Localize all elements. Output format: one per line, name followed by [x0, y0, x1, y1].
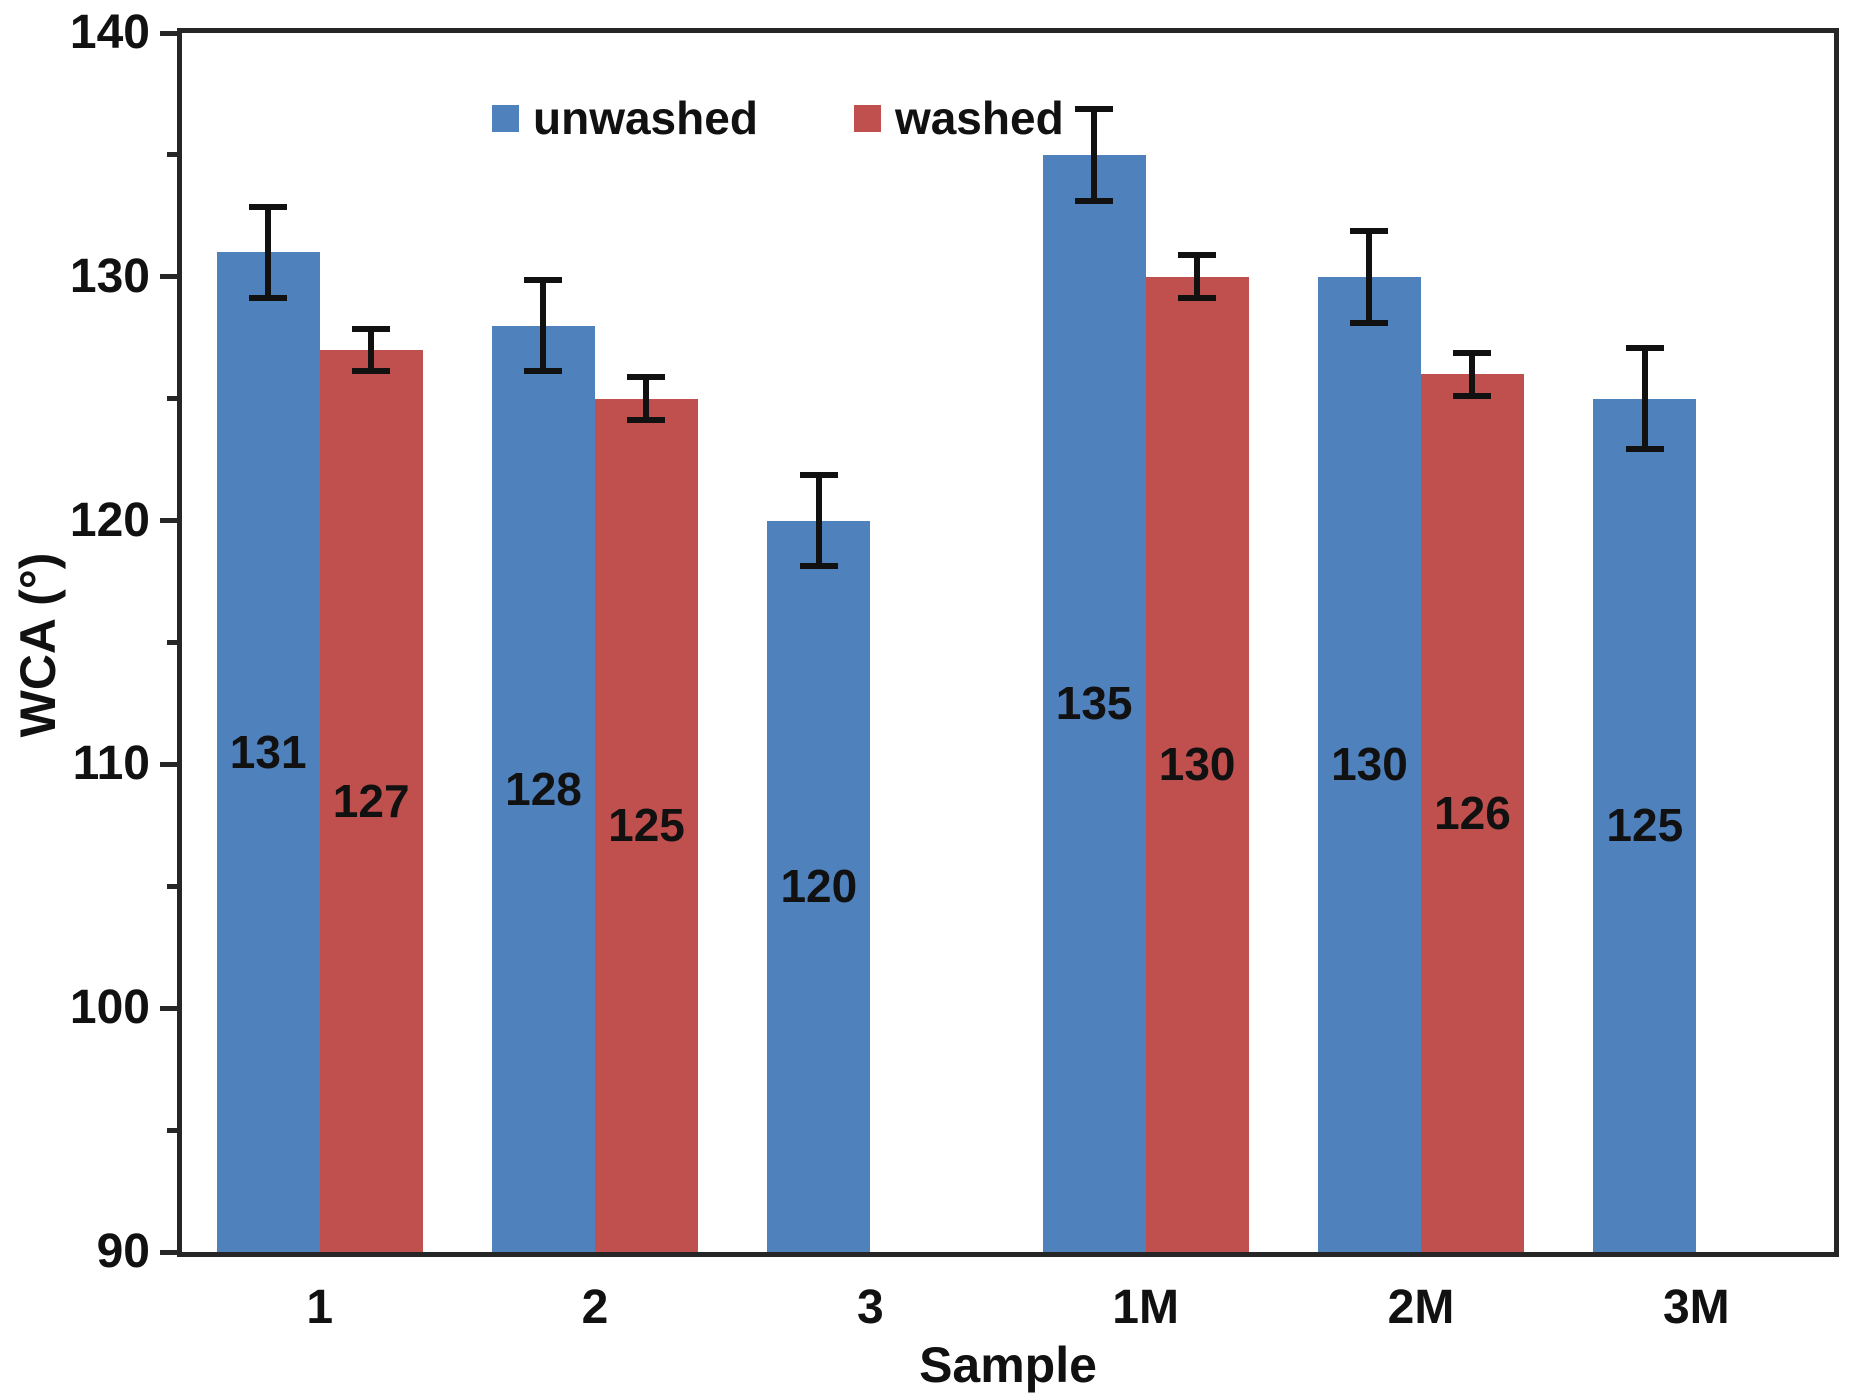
bar-slot: 135	[1042, 33, 1146, 1252]
category-group: 131 127	[182, 33, 457, 1252]
bar-pair: 120	[767, 33, 973, 1252]
bar-unwashed	[491, 325, 595, 1252]
category-group: 125	[1559, 33, 1834, 1252]
x-tick-label: 3M	[1662, 1281, 1730, 1334]
error-bar	[265, 203, 272, 302]
y-minor-tick	[167, 640, 177, 645]
bar-slot	[870, 33, 973, 1252]
bar-value-label: 120	[780, 860, 858, 913]
y-minor-tick	[167, 396, 177, 402]
y-major-tick	[160, 518, 177, 524]
bar-value-label: 130	[1331, 738, 1408, 791]
bar-washed	[1145, 276, 1249, 1252]
bar-value-label: 128	[505, 762, 582, 815]
y-tick-label: 140	[69, 6, 150, 59]
bar-slot: 131	[216, 33, 320, 1252]
y-tick-label: 90	[96, 1225, 150, 1278]
bar-value-label: 131	[229, 726, 307, 779]
y-tick-label: 120	[69, 493, 150, 547]
y-minor-tick	[167, 152, 177, 158]
bar-slot: 127	[319, 33, 423, 1252]
bar-value-label: 126	[1434, 787, 1511, 840]
y-major-tick	[160, 30, 177, 36]
x-tick-label: 2	[581, 1281, 609, 1334]
legend-swatch-unwashed	[492, 104, 519, 132]
plot-area: unwashed washed 131 127 128 125 120 135 130 130…	[70, 9, 1839, 1276]
bar-slot: 130	[1145, 33, 1249, 1252]
error-bar	[540, 276, 547, 375]
bar-pair: 128 125	[491, 33, 698, 1252]
y-major-tick	[160, 1005, 177, 1011]
category-group: 120	[733, 33, 1008, 1252]
bar-unwashed	[767, 520, 871, 1252]
y-major-tick	[160, 761, 177, 767]
bar-washed	[594, 398, 698, 1252]
error-bar	[815, 471, 822, 570]
error-bar	[1366, 228, 1373, 326]
category-group: 130 126	[1283, 33, 1558, 1252]
legend-swatch-washed	[853, 104, 881, 132]
legend-label-unwashed: unwashed	[533, 92, 758, 144]
error-bar	[1194, 252, 1201, 302]
bar-unwashed	[216, 252, 320, 1252]
x-axis-title: Sample	[919, 1337, 1097, 1393]
error-bar	[1091, 106, 1098, 204]
bar-unwashed	[1042, 154, 1146, 1252]
plot-inner: 131 127 128 125 120 135 130 130 126 125	[182, 33, 1834, 1252]
bar-value-label: 127	[332, 774, 410, 827]
category-group: 128 125	[457, 33, 732, 1252]
bar-slot: 125	[594, 33, 698, 1252]
error-bar	[368, 325, 375, 375]
y-minor-tick	[167, 1127, 177, 1133]
y-axis-title: WCA (°)	[10, 552, 66, 738]
legend-label-washed: washed	[894, 92, 1064, 144]
bar-slot: 120	[767, 33, 871, 1252]
bar-value-label: 125	[608, 799, 685, 852]
bar-slot: 130	[1317, 33, 1421, 1252]
x-tick-label: 3	[856, 1281, 884, 1334]
bar-value-label: 130	[1158, 738, 1236, 791]
bar-unwashed	[1593, 398, 1697, 1252]
bar-value-label: 135	[1055, 677, 1133, 730]
y-major-tick	[160, 274, 177, 280]
bar-value-label: 125	[1606, 799, 1684, 852]
error-bar	[1641, 345, 1648, 453]
bar-pair: 125	[1593, 33, 1799, 1252]
bar-slot: 126	[1420, 33, 1524, 1252]
bar-slot	[1696, 33, 1799, 1252]
category-group: 135 130	[1008, 33, 1283, 1252]
bar-pair: 131 127	[216, 33, 423, 1252]
error-bar	[643, 374, 650, 424]
legend: unwashed washed	[492, 95, 1064, 141]
y-tick-label: 110	[72, 737, 150, 791]
bar-pair: 130 126	[1317, 33, 1524, 1252]
bar-washed	[1420, 374, 1524, 1252]
x-tick-label: 2M	[1387, 1281, 1455, 1334]
bar-pair: 135 130	[1042, 33, 1249, 1252]
bar-washed	[319, 349, 423, 1252]
bar-unwashed	[1317, 276, 1421, 1252]
error-bar	[1469, 349, 1476, 399]
legend-item-unwashed: unwashed	[492, 95, 758, 141]
x-tick-label: 1M	[1112, 1281, 1179, 1334]
y-minor-tick	[167, 883, 177, 889]
x-tick-label: 1	[306, 1281, 334, 1334]
y-tick-label: 100	[69, 981, 150, 1035]
legend-item-washed: washed	[853, 92, 1064, 144]
bar-slot: 128	[491, 33, 595, 1252]
x-axis-tick-labels: 1 2 3 1M 2M 3M	[182, 1280, 1834, 1335]
bar-slot: 125	[1593, 33, 1697, 1252]
y-tick-label: 130	[69, 249, 150, 303]
y-major-tick	[160, 1249, 177, 1255]
